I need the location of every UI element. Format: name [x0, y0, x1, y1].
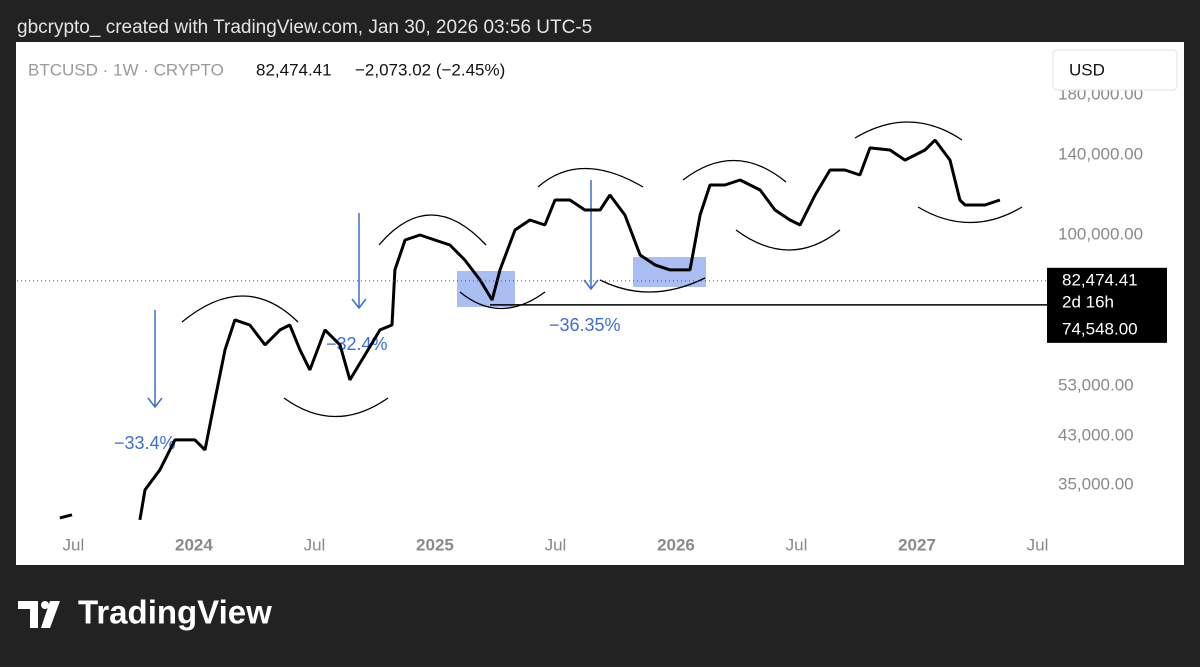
y-tick-label: 53,000.00: [1058, 376, 1134, 395]
x-tick-label: Jul: [1027, 535, 1049, 554]
x-tick-label: Jul: [545, 535, 567, 554]
y-tick-label: 43,000.00: [1058, 425, 1134, 444]
chart-panel: [16, 42, 1184, 565]
arrows: [147, 180, 599, 409]
currency[interactable]: USD: [1069, 60, 1105, 79]
annotation: −32.4%: [326, 334, 388, 354]
price-label: 82,474.41: [1062, 270, 1138, 289]
x-tick-label: 2026: [657, 535, 695, 554]
price-line: [59, 139, 1001, 521]
arrow: [351, 213, 367, 310]
price-label-box: [1047, 267, 1167, 318]
x-tick-label: 2027: [898, 535, 936, 554]
arc: [735, 229, 841, 251]
highlight-box: [633, 257, 706, 287]
x-tick-label: Jul: [304, 535, 326, 554]
change: −2,073.02 (−2.45%): [355, 60, 505, 79]
y-tick-label: 100,000.00: [1058, 224, 1143, 243]
cycle-arcs: [181, 121, 1023, 417]
last-price: 82,474.41: [256, 60, 332, 79]
annotation: −36.35%: [549, 315, 621, 335]
x-tick-label: Jul: [63, 535, 85, 554]
plot: 35,000.00 43,000.00 53,000.00 100,000.00 140…: [17, 85, 1167, 554]
price-label: 74,548.00: [1062, 319, 1138, 338]
arc: [599, 277, 706, 293]
arc: [917, 206, 1023, 224]
arc: [537, 167, 644, 188]
arc: [682, 159, 787, 183]
price-label-box: [1047, 316, 1167, 343]
arc: [181, 295, 299, 323]
arrow: [583, 180, 599, 291]
arc: [854, 121, 963, 141]
brand: TradingView: [78, 594, 272, 631]
currency-button[interactable]: [1052, 49, 1178, 91]
y-tick-label: 35,000.00: [1058, 474, 1134, 493]
arc: [459, 291, 546, 310]
logo-mark: [18, 601, 60, 628]
arc: [378, 214, 487, 246]
x-tick-label: 2025: [416, 535, 454, 554]
x-tick-label: Jul: [786, 535, 808, 554]
annotation: −33.4%: [114, 433, 176, 453]
symbol: BTCUSD · 1W · CRYPTO: [28, 60, 224, 79]
countdown: 2d 16h: [1062, 292, 1114, 311]
y-tick-label: 140,000.00: [1058, 144, 1143, 163]
arc: [283, 397, 389, 417]
x-tick-label: 2024: [175, 535, 213, 554]
caption: gbcrypto_ created with TradingView.com, …: [17, 17, 592, 38]
arrow: [147, 310, 163, 409]
